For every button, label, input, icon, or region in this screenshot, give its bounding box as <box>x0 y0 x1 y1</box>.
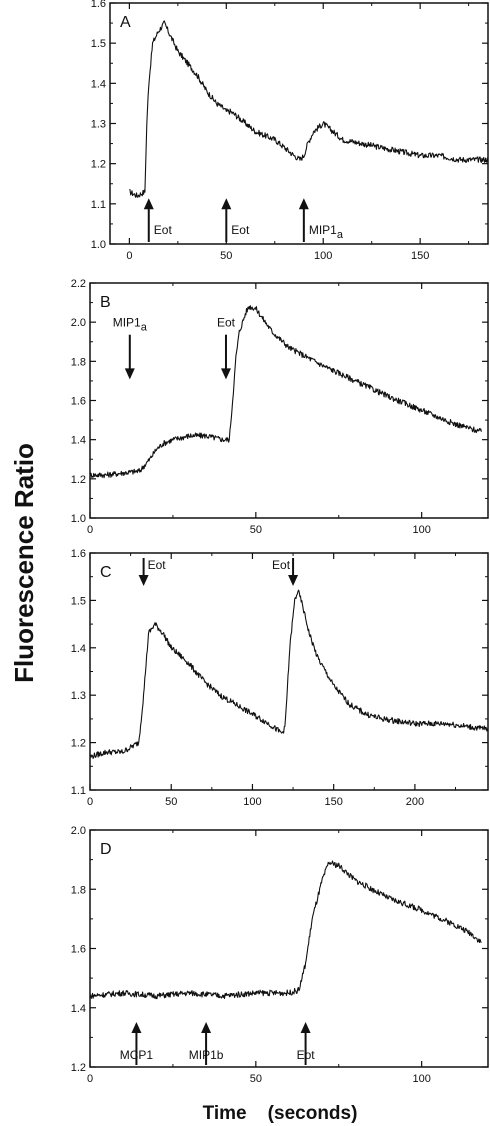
x-tick-label: 150 <box>411 250 429 262</box>
y-tick-label: 1.4 <box>71 435 86 447</box>
panel-label: A <box>120 14 131 31</box>
y-tick-label: 1.0 <box>71 513 86 525</box>
plot-frame <box>109 2 489 245</box>
y-tick-label: 1.2 <box>71 1062 86 1074</box>
series-line <box>89 860 482 1000</box>
y-tick-label: 1.1 <box>71 785 86 797</box>
panel-d: 1.2 1.4 1.6 1.8 2.0 0 50 100 D MCP1 MIP1b Eot <box>71 825 489 1085</box>
arrow-head <box>300 1021 311 1033</box>
x-tick-label: 50 <box>220 250 232 262</box>
arrow-head <box>131 1021 142 1033</box>
arrow-head <box>298 198 309 210</box>
stimulus-label: Eot <box>297 1048 316 1062</box>
series-line <box>129 20 489 198</box>
panel-a: 1.0 1.1 1.2 1.3 1.4 1.5 1.6 0 50 100 150 A Eot Eot MIP… <box>91 0 489 262</box>
y-tick-label: 1.8 <box>71 356 86 368</box>
y-tick-label: 1.2 <box>71 738 86 750</box>
x-tick-label: 100 <box>243 796 261 808</box>
y-tick-label: 2.0 <box>71 825 86 837</box>
arrow-head <box>288 575 299 586</box>
y-tick-label: 1.6 <box>71 396 86 408</box>
arrow-head <box>124 368 135 380</box>
stimulus-arrow: Eot <box>272 558 299 586</box>
plot-frame <box>89 282 489 519</box>
stimulus-label: MIP1a <box>309 223 344 241</box>
y-tick-label: 1.4 <box>71 643 86 655</box>
y-tick-label: 1.4 <box>91 78 106 90</box>
stimulus-label: Eot <box>148 558 167 572</box>
x-tick-label: 0 <box>126 250 132 262</box>
arrow-head <box>201 1021 212 1033</box>
x-tick-label: 100 <box>412 524 430 536</box>
x-tick-label: 0 <box>87 1073 93 1085</box>
y-tick-label: 1.0 <box>91 239 106 251</box>
y-tick-label: 1.5 <box>71 595 86 607</box>
stimulus-label: Eot <box>154 223 173 237</box>
y-tick-label: 1.2 <box>91 159 106 171</box>
x-tick-label: 200 <box>406 796 424 808</box>
y-tick-label: 1.8 <box>71 884 86 896</box>
stimulus-label: MIP1a <box>113 316 148 334</box>
stimulus-arrow: MIP1b <box>189 1021 224 1065</box>
stimulus-arrow: MIP1a <box>298 198 344 242</box>
arrow-head <box>221 198 232 210</box>
stimulus-label: Eot <box>231 223 250 237</box>
y-tick-label: 1.1 <box>91 199 106 211</box>
arrow-head <box>138 575 149 586</box>
x-tick-label: 50 <box>250 1073 262 1085</box>
stimulus-subscript: a <box>141 322 148 334</box>
stimulus-arrow: MIP1a <box>113 316 148 380</box>
x-axis-label: Time (seconds) <box>203 1103 358 1124</box>
y-tick-label: 1.6 <box>91 0 106 10</box>
stimulus-label: Eot <box>272 558 291 572</box>
y-tick-label: 1.3 <box>91 119 106 131</box>
plot-frame <box>89 829 489 1068</box>
x-tick-label: 100 <box>412 1073 430 1085</box>
stimulus-arrow: Eot <box>217 316 236 380</box>
stimulus-arrow: Eot <box>138 558 167 586</box>
y-tick-label: 2.0 <box>71 317 86 329</box>
y-tick-label: 1.3 <box>71 690 86 702</box>
x-tick-label: 100 <box>314 250 332 262</box>
panel-c: 1.1 1.2 1.3 1.4 1.5 1.6 0 50 100 150 200 C Eot Eot <box>71 548 489 808</box>
stimulus-label: MIP1b <box>189 1048 224 1062</box>
x-tick-label: 50 <box>165 796 177 808</box>
x-tick-label: 50 <box>250 524 262 536</box>
y-tick-label: 1.6 <box>71 548 86 560</box>
x-tick-label: 150 <box>324 796 342 808</box>
y-tick-label: 1.4 <box>71 1003 86 1015</box>
series-line <box>89 589 489 759</box>
stimulus-arrow: Eot <box>297 1021 316 1065</box>
y-axis-label: Fluorescence Ratio <box>9 443 39 683</box>
y-tick-label: 1.2 <box>71 474 86 486</box>
panel-label: B <box>100 294 111 311</box>
stimulus-arrow: MCP1 <box>120 1021 154 1065</box>
y-tick-label: 2.2 <box>71 278 86 290</box>
stimulus-arrow: Eot <box>221 198 250 242</box>
plot-frame <box>89 552 489 791</box>
arrow-head <box>143 198 154 210</box>
panel-label: D <box>100 841 112 858</box>
x-tick-label: 0 <box>87 524 93 536</box>
series-line <box>89 305 482 479</box>
x-tick-label: 0 <box>87 796 93 808</box>
stimulus-subscript: a <box>337 229 344 241</box>
arrow-head <box>220 368 231 380</box>
panel-label: C <box>100 564 112 581</box>
stimulus-arrow: Eot <box>143 198 173 242</box>
stimulus-label: MCP1 <box>120 1048 154 1062</box>
y-tick-label: 1.5 <box>91 38 106 50</box>
stimulus-label: Eot <box>217 316 236 330</box>
y-tick-label: 1.6 <box>71 944 86 956</box>
